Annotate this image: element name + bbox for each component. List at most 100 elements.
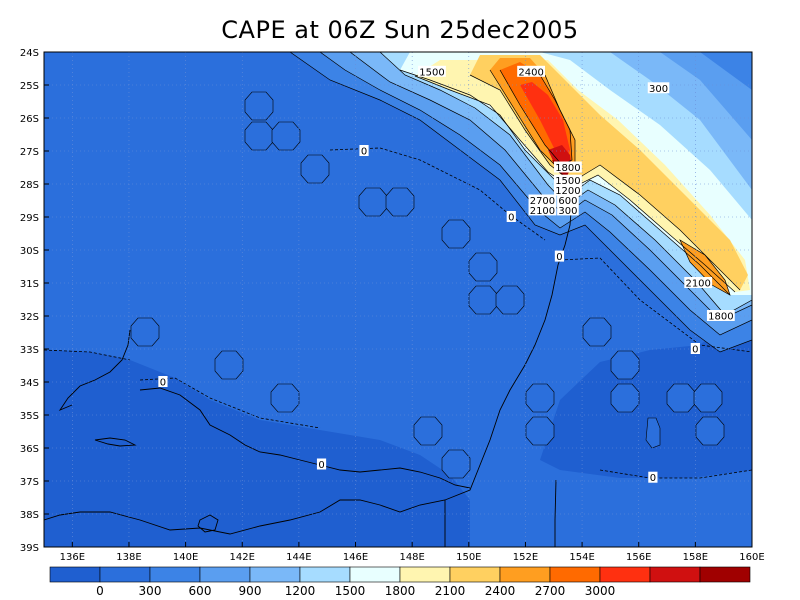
contour-label-text: 0 [692,345,698,356]
contour-label-box [418,65,446,77]
grid-lines [44,52,752,547]
contour-label: 1800 [554,161,582,174]
x-tick-label: 160E [739,552,764,563]
contour-label-box [706,310,735,321]
colorbar-swatch [449,566,501,583]
y-tick-label: 27S [20,147,39,158]
coastline [44,184,573,547]
x-tick-label: 146E [343,552,368,563]
colorbar-label: 600 [189,584,212,598]
colorbar-label: 1800 [385,584,416,598]
contour-label-text: 600 [558,196,577,207]
contour-label: 300 [557,204,579,217]
contour-label: 1500 [554,174,582,187]
x-tick-label: 154E [569,552,594,563]
x-tick-label: 156E [626,552,651,563]
colorbar-label: 3000 [585,584,616,598]
y-tick-label: 31S [20,279,39,290]
y-tick-label: 35S [20,411,39,422]
contour-label: 1800 [706,310,735,323]
contour-label: 1500 [418,65,446,78]
contour-label-box [554,161,582,173]
x-tick-label: 142E [230,552,255,563]
contour-label: 0 [506,211,516,224]
contour-label: 2400 [517,65,546,78]
colorbar-swatch [199,566,251,583]
colorbar-swatch [599,566,651,583]
contour-label: 0 [690,343,700,356]
y-tick-label: 24S [20,48,39,59]
colorbar-label: 0 [96,584,104,598]
contour-label-text: 1500 [419,67,444,78]
contour-label-box [557,204,579,216]
contour-label-box [517,65,546,77]
contour-label: 0 [648,471,658,484]
contour-label-box [648,471,658,483]
contour-label-text: 300 [558,206,577,217]
contour-label-box [647,82,670,94]
colorbar-swatch [249,566,301,583]
contour-label-box [506,211,516,222]
contour-label-box [359,145,369,156]
contour-label-text: 0 [556,252,562,263]
x-tick-label: 140E [173,552,198,563]
y-tick-label: 32S [20,312,39,323]
contour-label-text: 1800 [555,163,580,174]
contour-label: 2700 [528,194,557,207]
colorbar-swatch [649,566,701,583]
contour-label-box [557,194,579,206]
colorbar-swatch [99,566,151,583]
map-field [44,52,752,547]
field-region-low [44,350,470,547]
y-axis: 24S 25S 26S 27S 28S 29S 30S 31S 32S 33S 34S 35S 36S 3… [20,48,49,554]
y-tick-label: 39S [20,543,39,554]
colorbar-swatch [699,566,751,583]
y-tick-label: 33S [20,345,39,356]
colorbar-label: 1200 [285,584,316,598]
colorbar-label: 300 [139,584,162,598]
contour-label: 1200 [554,184,582,197]
y-tick-label: 30S [20,246,39,257]
colorbar-swatch [349,566,401,583]
contour-label-text: 0 [650,473,656,484]
cape-band-2400-east [680,240,730,295]
contour-label: 0 [316,458,327,471]
colorbar-swatch [549,566,601,583]
y-tick-label: 29S [20,213,39,224]
x-tick-label: 138E [116,552,141,563]
contour-label-text: 0 [508,213,514,224]
x-tick-label: 150E [456,552,481,563]
colorbar-swatch [499,566,551,583]
y-tick-label: 28S [20,180,39,191]
x-axis: 136E 138E 140E 142E 144E 146E 148E 150E 152E 154E… [60,542,765,563]
contour-label-box [684,277,713,288]
y-tick-label: 37S [20,477,39,488]
cape-band-3000 [520,82,570,160]
x-tick-label: 152E [513,552,538,563]
contour-label: 0 [359,145,369,158]
x-tick-label: 136E [60,552,85,563]
colorbar-swatch [399,566,451,583]
contour-label-box [554,250,565,262]
contour-label-box [528,204,557,216]
colorbar-label: 2400 [485,584,516,598]
colorbar: 0 300 600 900 1200 1500 1800 2100 2400 2700 3000 [49,566,751,598]
contour-label-box [316,458,327,470]
y-tick-label: 25S [20,81,39,92]
colorbar-label: 900 [239,584,262,598]
contour-label: 0 [554,250,565,263]
x-tick-label: 144E [286,552,311,563]
contour-label-text: 2700 [530,196,555,207]
contour-label-text: 1200 [555,186,580,197]
contour-label-box [554,184,582,196]
contour-label-text: 300 [649,84,668,95]
colorbar-label: 2700 [535,584,566,598]
contour-label-text: 1500 [555,176,580,187]
contour-label: 2100 [528,204,557,217]
contour-label-text: 0 [160,378,166,389]
terrain-markers [130,91,725,479]
colorbar-swatch [49,566,101,583]
colorbar-label: 2100 [435,584,466,598]
colorbar-label: 1500 [335,584,366,598]
